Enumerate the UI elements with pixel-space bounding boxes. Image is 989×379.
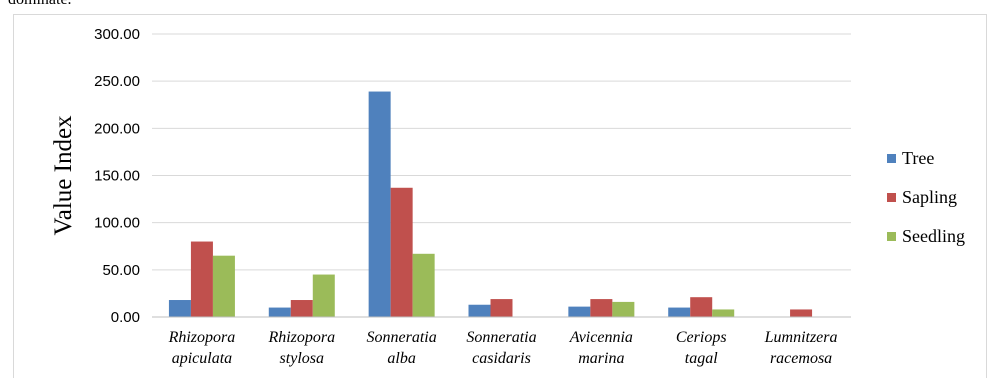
preceding-text-fragment: dominate. xyxy=(8,0,72,9)
y-tick-label: 150.00 xyxy=(94,168,140,185)
gridlines xyxy=(152,33,851,271)
legend-entry-seedling: Seedling xyxy=(902,226,965,246)
bar-sapling xyxy=(190,241,213,317)
bar-sapling xyxy=(290,300,313,317)
bar-tree xyxy=(568,306,591,317)
x-category-label: Rhizopora apiculata xyxy=(168,329,236,367)
y-axis-title: Value Index xyxy=(50,115,77,236)
x-category-label: Sonneratia casidaris xyxy=(466,329,536,367)
legend-swatch-sapling xyxy=(887,193,896,202)
x-category-label: Avicennia marina xyxy=(569,329,633,367)
y-tick-label: 250.00 xyxy=(94,73,140,90)
y-tick-label: 50.00 xyxy=(102,262,140,279)
bar-tree xyxy=(668,307,691,317)
legend-entry-sapling: Sapling xyxy=(902,187,957,207)
bar-tree xyxy=(368,91,391,317)
legend-entry-tree: Tree xyxy=(902,148,934,168)
x-category-label: Lumnitzera racemosa xyxy=(764,329,838,367)
bar-sapling xyxy=(490,299,513,317)
y-tick-label: 0.00 xyxy=(111,309,140,326)
bar-tree xyxy=(168,300,191,317)
bar-seedling xyxy=(212,255,235,317)
bar-seedling xyxy=(412,253,435,317)
bar-sapling xyxy=(590,299,613,317)
y-tick-label: 300.00 xyxy=(94,26,140,43)
legend-swatch-seedling xyxy=(887,232,896,241)
bar-sapling xyxy=(390,187,413,317)
y-tick-label: 200.00 xyxy=(94,120,140,137)
x-category-label: Sonneratia alba xyxy=(367,329,437,367)
bar-tree xyxy=(468,304,491,317)
bar-seedling xyxy=(612,301,635,317)
legend: Tree Sapling Seedling xyxy=(887,148,965,246)
bar-seedling xyxy=(712,309,735,317)
bar-sapling xyxy=(690,297,713,317)
axes: 0.00 50.00 100.00 150.00 200.00 250.00 300.00 V… xyxy=(50,26,851,367)
bar-chart: 0.00 50.00 100.00 150.00 200.00 250.00 300.00 V… xyxy=(50,26,965,367)
x-category-label: Rhizopora stylosa xyxy=(267,329,335,367)
bar-seedling xyxy=(312,274,335,317)
y-tick-label: 100.00 xyxy=(94,215,140,232)
x-category-label: Ceriops tagal xyxy=(676,329,727,367)
bars xyxy=(168,91,813,317)
bar-tree xyxy=(268,307,291,317)
legend-swatch-tree xyxy=(887,154,896,163)
chart-frame: 0.00 50.00 100.00 150.00 200.00 250.00 300.00 V… xyxy=(13,14,987,378)
bar-sapling xyxy=(790,309,813,317)
